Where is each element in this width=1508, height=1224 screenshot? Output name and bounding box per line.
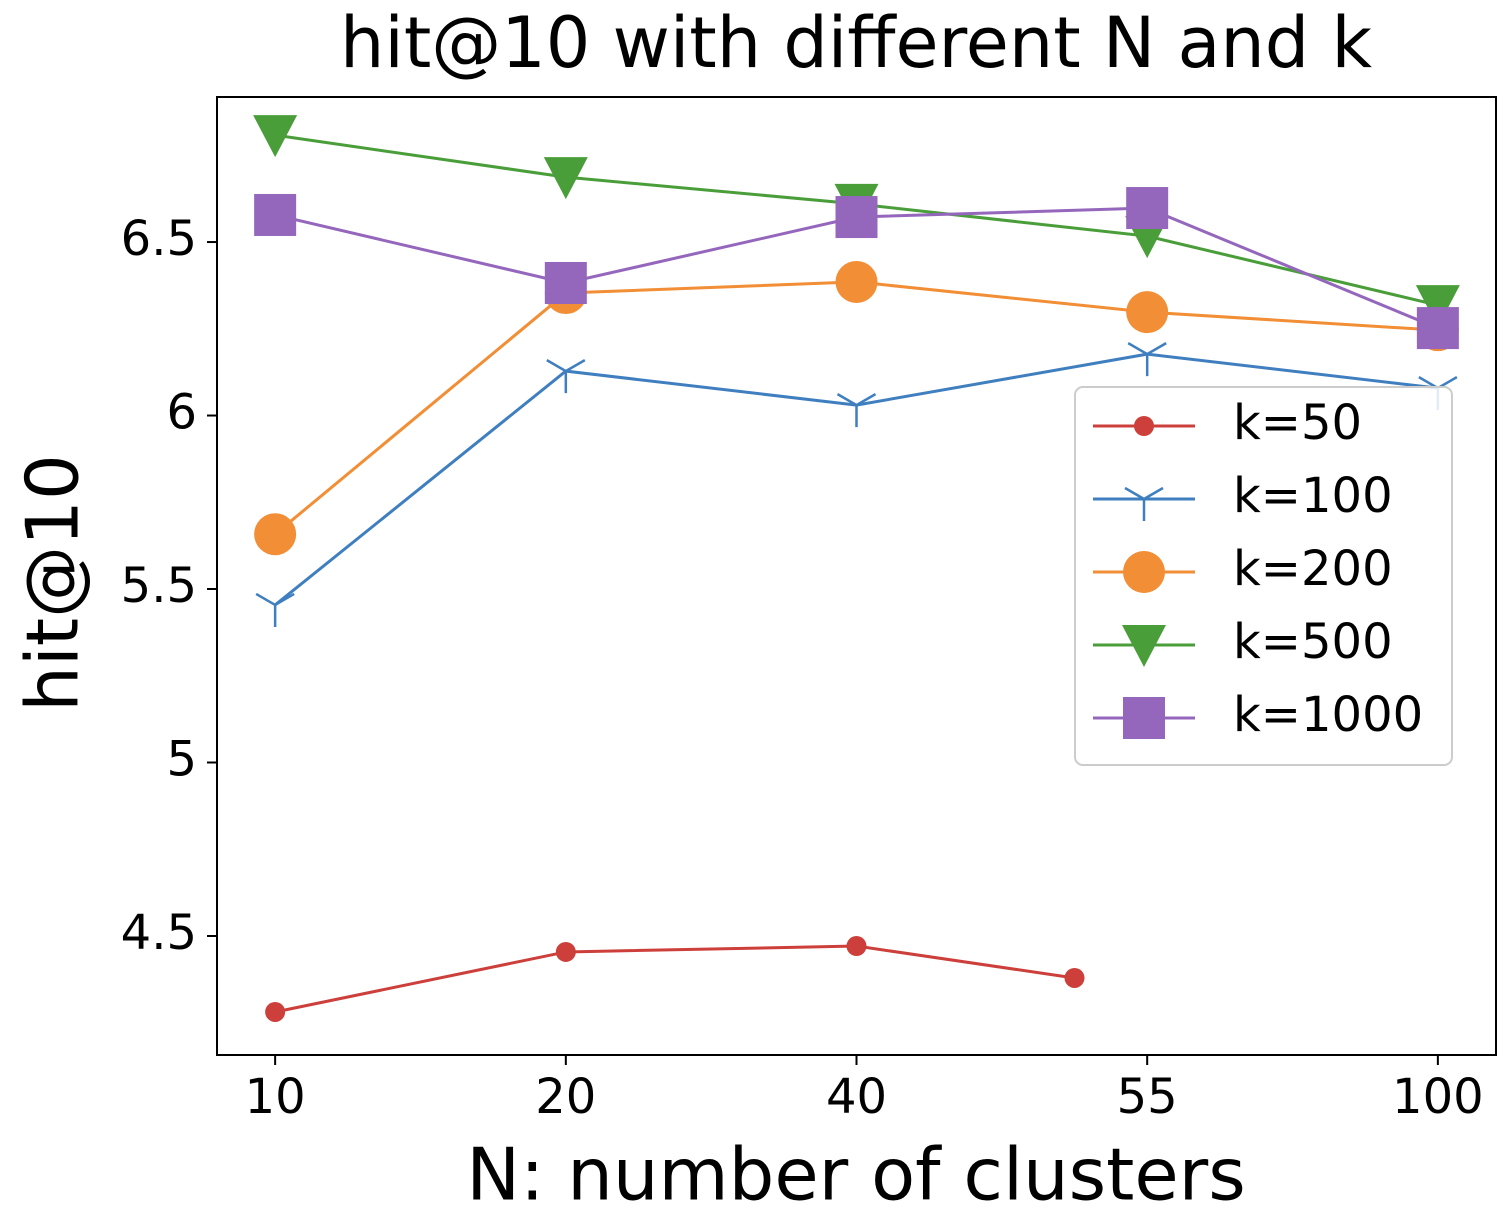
chart-title: hit@10 with different N and k: [340, 2, 1372, 84]
legend-label: k=1000: [1233, 687, 1423, 743]
marker: [846, 936, 867, 957]
marker: [1415, 285, 1460, 328]
marker: [1126, 291, 1169, 334]
x-tick-label: 55: [1117, 1069, 1178, 1125]
y-axis-label: hit@10: [11, 454, 95, 711]
y-tick-label: 4.5: [121, 905, 197, 961]
marker: [253, 115, 298, 158]
legend-marker: [1123, 697, 1165, 739]
marker: [555, 941, 576, 962]
marker: [254, 513, 297, 556]
x-axis-label: N: number of clusters: [466, 1133, 1246, 1217]
legend-marker: [1124, 486, 1164, 521]
legend-marker: [1123, 551, 1165, 593]
legend-label: k=200: [1233, 541, 1393, 597]
y-tick-label: 6.5: [121, 211, 197, 267]
marker: [543, 157, 588, 200]
marker: [1127, 342, 1167, 377]
series-line: [274, 944, 1075, 1014]
legend-label: k=50: [1233, 395, 1362, 451]
legend-label: k=500: [1233, 614, 1393, 670]
marker: [835, 260, 878, 303]
legend-marker: [1134, 416, 1154, 436]
marker: [546, 359, 586, 394]
x-tick-label: 10: [245, 1069, 306, 1125]
marker: [255, 592, 295, 627]
y-tick-label: 6: [166, 385, 197, 441]
x-tick-label: 100: [1392, 1069, 1484, 1125]
marker: [1126, 187, 1169, 230]
marker: [265, 1001, 286, 1022]
plot-frame: [216, 96, 1497, 1056]
legend-label: k=100: [1233, 468, 1393, 524]
marker: [544, 261, 587, 304]
y-tick-label: 5: [166, 731, 197, 787]
x-tick-label: 20: [535, 1069, 596, 1125]
marker: [835, 196, 878, 239]
x-tick-label: 40: [826, 1069, 887, 1125]
marker: [1064, 967, 1085, 988]
marker: [254, 193, 297, 236]
marker: [1416, 307, 1459, 350]
legend-box: [1074, 386, 1453, 766]
marker: [836, 393, 877, 428]
legend-marker: [1122, 625, 1166, 667]
y-tick-label: 5.5: [121, 558, 197, 614]
